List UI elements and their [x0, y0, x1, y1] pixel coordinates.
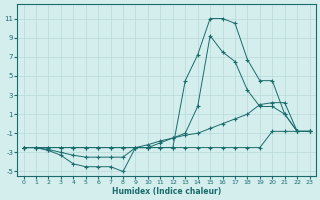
- X-axis label: Humidex (Indice chaleur): Humidex (Indice chaleur): [112, 187, 221, 196]
